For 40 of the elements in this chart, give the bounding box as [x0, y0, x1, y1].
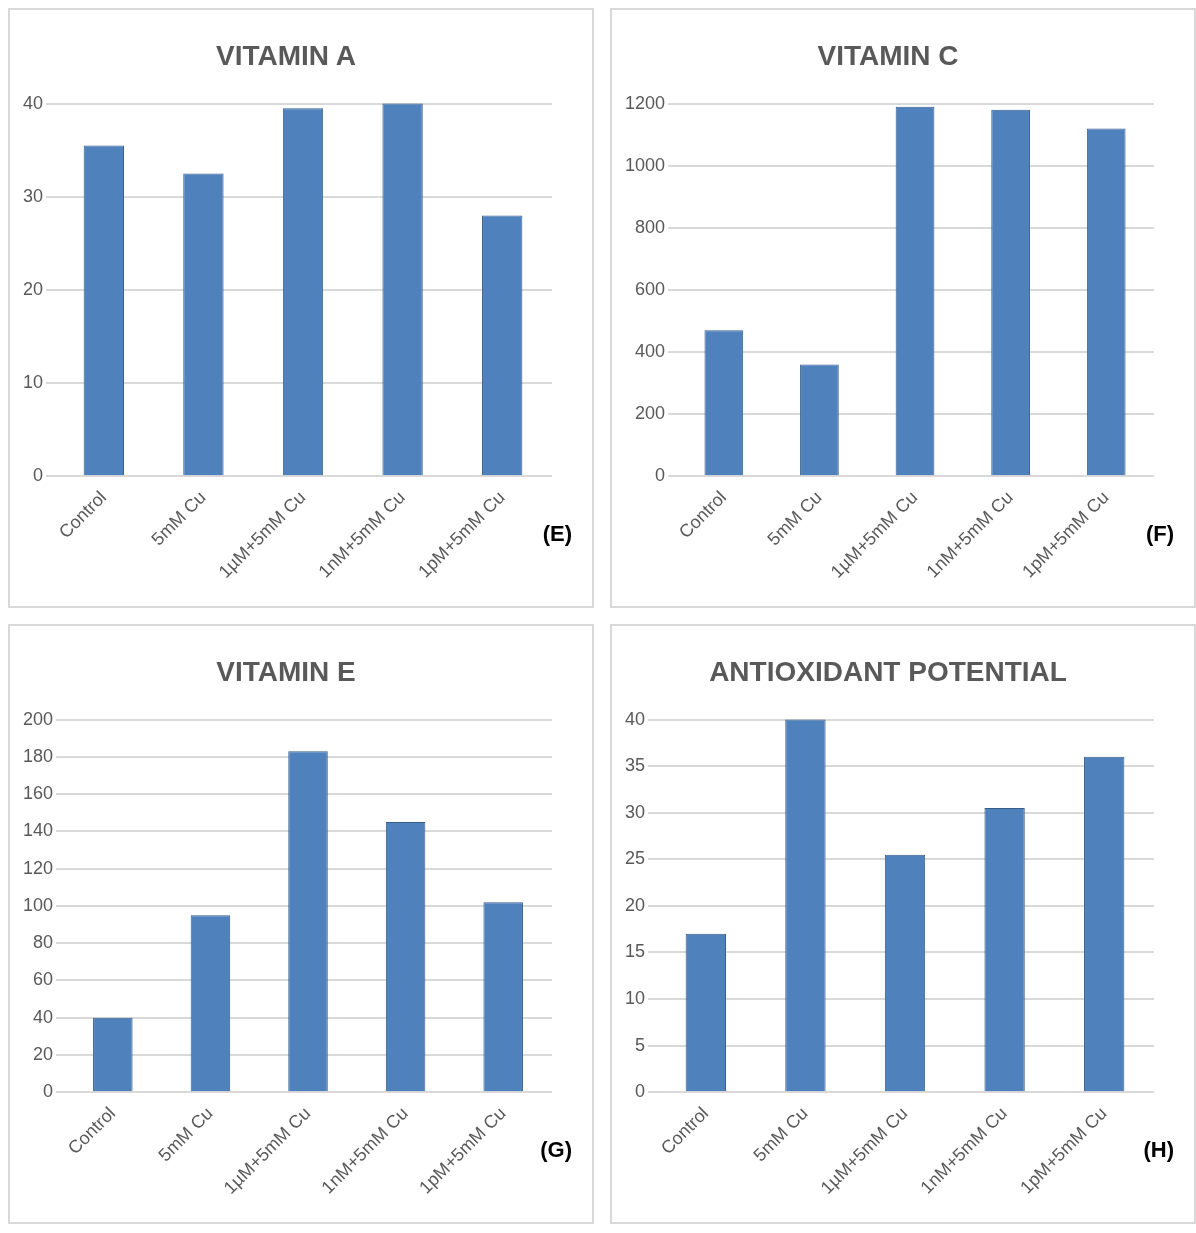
text: (F) — [1145, 521, 1174, 547]
y-tick-label: 40 — [33, 1006, 54, 1027]
y-tick-label: 20 — [22, 278, 44, 299]
y-tick-label: 800 — [635, 216, 666, 237]
y-tick-label: 0 — [43, 1081, 54, 1102]
y-tick-label: 15 — [624, 941, 646, 962]
y-tick-label: 10 — [22, 372, 44, 393]
y-tick-label: 400 — [635, 340, 666, 361]
y-tick-label: 100 — [22, 894, 54, 915]
y-tick-label: 25 — [624, 848, 646, 869]
y-tick-label: 1000 — [625, 154, 666, 175]
y-tick-label: 40 — [624, 708, 646, 729]
y-tick-label: 0 — [33, 465, 44, 486]
y-tick-label: 1200 — [625, 92, 666, 113]
y-tick-label: 0 — [655, 465, 666, 486]
y-tick-label: 600 — [635, 278, 666, 299]
y-tick-label: 200 — [22, 708, 54, 729]
chart-title: VITAMIN A — [216, 39, 356, 71]
chart-title: VITAMIN C — [817, 39, 959, 71]
y-tick-label: 140 — [22, 820, 54, 841]
text: (H) — [1143, 1137, 1174, 1163]
y-tick-label: 180 — [22, 745, 54, 766]
y-tick-label: 30 — [22, 185, 44, 206]
y-tick-label: 35 — [624, 755, 646, 776]
y-tick-label: 5 — [635, 1034, 646, 1055]
y-tick-label: 120 — [22, 857, 54, 878]
chart-title: ANTIOXIDANT POTENTIAL — [709, 655, 1067, 687]
y-tick-label: 30 — [624, 801, 646, 822]
y-tick-label: 0 — [635, 1081, 646, 1102]
y-tick-label: 20 — [33, 1043, 54, 1064]
y-tick-label: 20 — [624, 894, 646, 915]
y-tick-label: 80 — [33, 932, 54, 953]
y-tick-label: 200 — [635, 403, 666, 424]
y-tick-label: 160 — [22, 783, 54, 804]
y-tick-label: 40 — [22, 92, 44, 113]
text: (G) — [540, 1137, 572, 1163]
text: (E) — [542, 521, 572, 547]
chart-title: VITAMIN E — [216, 655, 356, 687]
y-tick-label: 60 — [33, 969, 54, 990]
y-tick-label: 10 — [624, 988, 646, 1009]
